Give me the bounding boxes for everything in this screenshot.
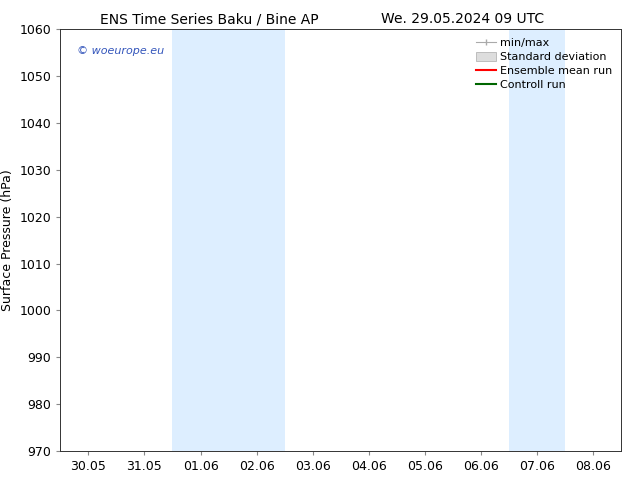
Text: We. 29.05.2024 09 UTC: We. 29.05.2024 09 UTC bbox=[381, 12, 545, 26]
Bar bbox=[172, 29, 228, 451]
Bar bbox=[228, 29, 285, 451]
Y-axis label: Surface Pressure (hPa): Surface Pressure (hPa) bbox=[1, 169, 14, 311]
Text: ENS Time Series Baku / Bine AP: ENS Time Series Baku / Bine AP bbox=[100, 12, 318, 26]
Legend: min/max, Standard deviation, Ensemble mean run, Controll run: min/max, Standard deviation, Ensemble me… bbox=[472, 35, 616, 94]
Text: © woeurope.eu: © woeurope.eu bbox=[77, 46, 164, 56]
Bar bbox=[509, 29, 566, 451]
